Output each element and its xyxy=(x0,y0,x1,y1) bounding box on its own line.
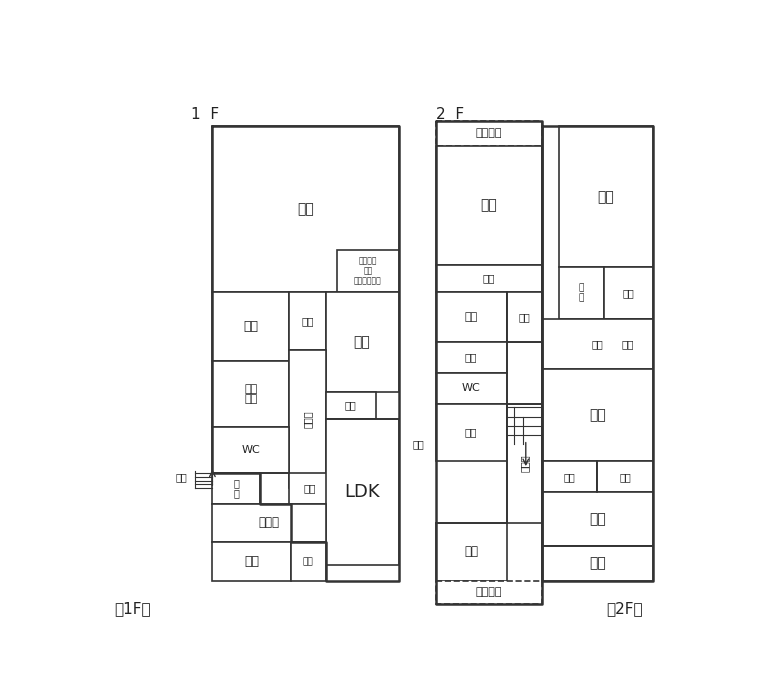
Text: 洋室: 洋室 xyxy=(589,512,606,526)
Text: WC: WC xyxy=(462,383,480,393)
Bar xyxy=(212,542,291,581)
Text: 洋室: 洋室 xyxy=(589,556,606,570)
Bar xyxy=(326,419,398,566)
Bar xyxy=(290,350,326,489)
Text: ローカ: ローカ xyxy=(520,454,530,472)
Text: 吹抜: 吹抜 xyxy=(518,312,530,322)
Bar xyxy=(435,265,542,292)
Text: 浴室: 浴室 xyxy=(465,312,478,322)
Bar xyxy=(435,581,542,603)
Text: 洋室: 洋室 xyxy=(480,198,497,212)
Bar xyxy=(598,461,653,492)
Text: WC: WC xyxy=(242,444,260,455)
Text: 収納: 収納 xyxy=(465,428,477,438)
Text: 和室: 和室 xyxy=(589,408,606,422)
Text: 押入: 押入 xyxy=(301,316,313,326)
Bar xyxy=(542,319,653,369)
Text: ウォーク
イン
クローゼット: ウォーク イン クローゼット xyxy=(354,256,382,285)
Text: （2F）: （2F） xyxy=(607,601,643,617)
Text: 吹抜: 吹抜 xyxy=(464,545,478,559)
Text: ローカ: ローカ xyxy=(303,410,313,428)
Bar xyxy=(290,473,330,504)
Bar xyxy=(435,342,506,372)
Bar xyxy=(542,546,653,581)
Bar xyxy=(604,319,653,369)
Bar xyxy=(435,372,506,403)
Bar xyxy=(559,126,653,267)
Text: 玄関: 玄関 xyxy=(244,555,259,568)
Text: 洋室: 洋室 xyxy=(598,190,615,204)
Bar xyxy=(559,267,604,319)
Bar xyxy=(326,292,398,392)
Text: 脱衣: 脱衣 xyxy=(465,352,477,363)
Text: 洗面
脱衣: 洗面 脱衣 xyxy=(244,384,258,405)
Bar xyxy=(212,504,326,542)
Bar xyxy=(290,292,326,349)
Text: 収納: 収納 xyxy=(619,472,631,482)
Text: ホール: ホール xyxy=(259,517,279,529)
Text: 収
納: 収 納 xyxy=(578,284,584,302)
Bar xyxy=(435,292,506,342)
Text: （1F）: （1F） xyxy=(113,601,151,617)
Bar xyxy=(435,146,542,265)
Text: LDK: LDK xyxy=(344,483,380,501)
Bar xyxy=(337,250,398,292)
Text: ベランダ: ベランダ xyxy=(476,128,502,139)
Text: 洋室: 洋室 xyxy=(297,202,314,216)
Text: 収納: 収納 xyxy=(622,288,634,298)
Bar xyxy=(212,361,290,426)
Text: 浴室: 浴室 xyxy=(243,320,259,333)
Bar xyxy=(212,292,290,361)
Text: 収
納: 収 納 xyxy=(233,478,239,498)
Text: 収納: 収納 xyxy=(482,274,495,284)
Bar xyxy=(291,542,326,581)
Bar xyxy=(435,403,506,461)
Bar xyxy=(326,392,376,419)
Bar xyxy=(212,126,398,292)
Bar xyxy=(542,492,653,546)
Bar xyxy=(604,267,653,319)
Text: 収納: 収納 xyxy=(591,339,603,349)
Text: ベランダ: ベランダ xyxy=(476,587,502,597)
Text: 収納: 収納 xyxy=(303,557,313,566)
Text: 板敷: 板敷 xyxy=(345,400,357,410)
Text: 階段: 階段 xyxy=(176,472,188,482)
Bar xyxy=(506,292,542,342)
Text: 押入: 押入 xyxy=(622,339,635,349)
Text: 階段: 階段 xyxy=(412,440,424,449)
Bar xyxy=(212,427,290,473)
Bar xyxy=(542,369,653,461)
Text: 和室: 和室 xyxy=(354,335,371,349)
Bar xyxy=(506,403,542,523)
Text: 仏間: 仏間 xyxy=(303,483,316,493)
Text: 収納: 収納 xyxy=(564,472,576,482)
Text: 1  F: 1 F xyxy=(191,107,219,122)
Bar xyxy=(435,121,542,146)
Bar xyxy=(212,473,260,504)
Bar xyxy=(435,523,506,581)
Bar xyxy=(542,461,598,492)
Text: 2  F: 2 F xyxy=(435,107,464,122)
